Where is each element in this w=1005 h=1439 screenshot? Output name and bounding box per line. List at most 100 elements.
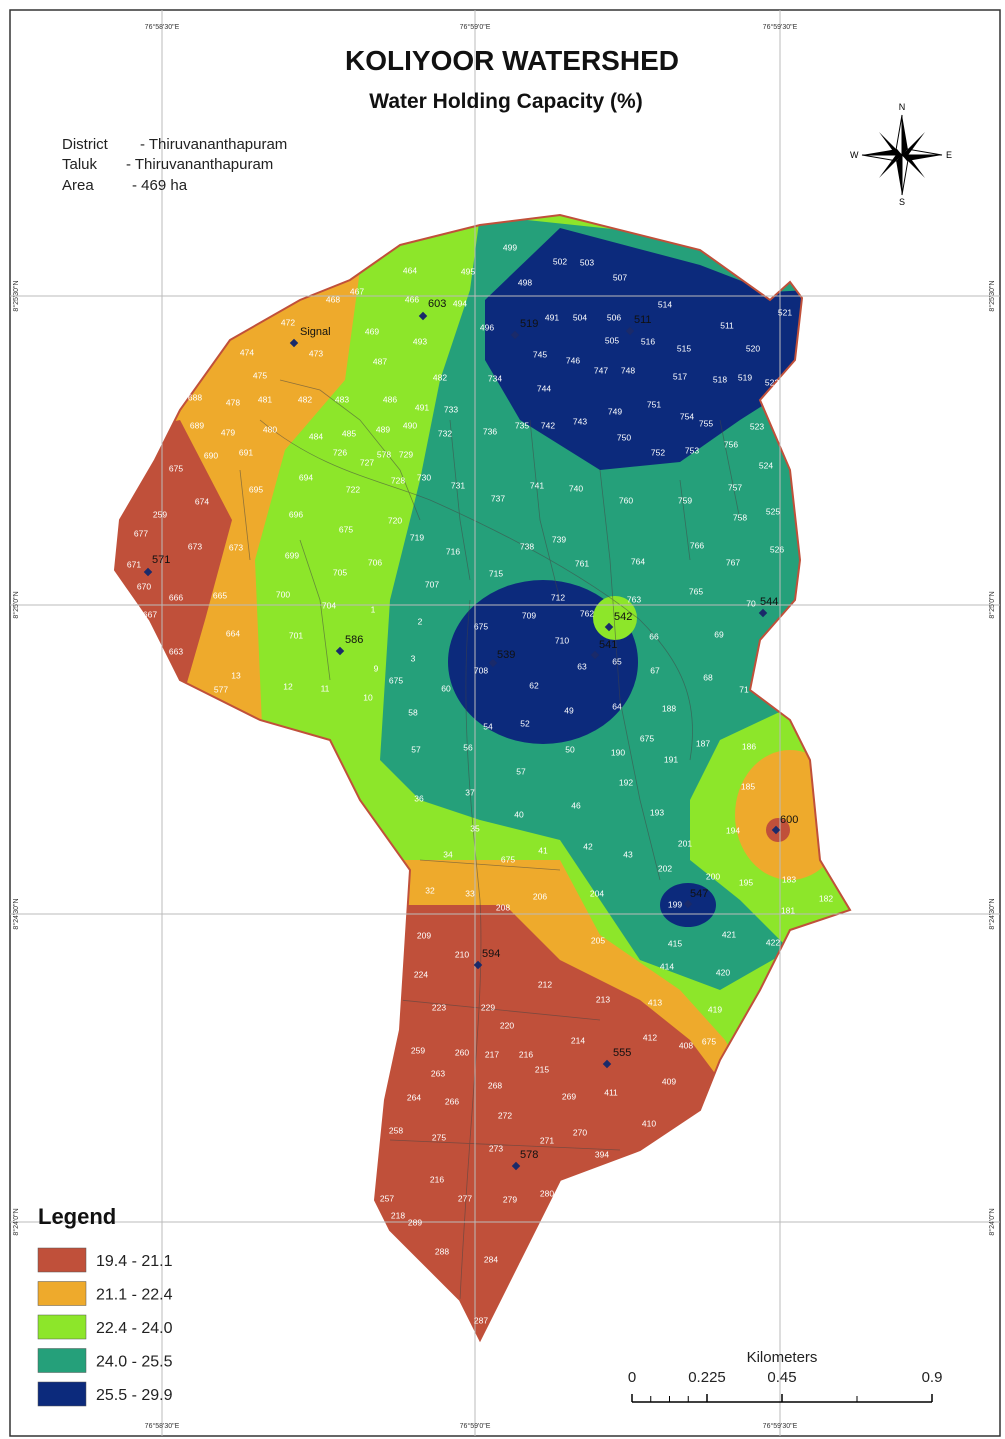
plot-number: 194 bbox=[726, 825, 740, 835]
plot-number: 185 bbox=[741, 781, 755, 791]
plot-number: 525 bbox=[766, 506, 780, 516]
plot-number: 216 bbox=[519, 1049, 533, 1059]
plot-number: 224 bbox=[414, 969, 428, 979]
plot-number: 186 bbox=[742, 741, 756, 751]
plot-number: 490 bbox=[403, 420, 417, 430]
point-label: 544 bbox=[760, 596, 778, 608]
plot-number: 519 bbox=[738, 372, 752, 382]
legend-swatch bbox=[38, 1248, 86, 1272]
plot-number: 663 bbox=[169, 646, 183, 656]
scale-tick-label: 0 bbox=[628, 1369, 636, 1386]
plot-number: 741 bbox=[530, 480, 544, 490]
plot-number: 491 bbox=[415, 402, 429, 412]
latitude-label: 8°25'30"N bbox=[988, 280, 996, 311]
plot-number: 758 bbox=[733, 512, 747, 522]
plot-number: 42 bbox=[583, 841, 593, 851]
plot-number: 756 bbox=[724, 439, 738, 449]
plot-number: 489 bbox=[376, 424, 390, 434]
plot-number: 675 bbox=[169, 463, 183, 473]
plot-number: 737 bbox=[491, 493, 505, 503]
point-label: 539 bbox=[497, 649, 515, 661]
plot-number: 478 bbox=[226, 397, 240, 407]
plot-number: 472 bbox=[281, 317, 295, 327]
plot-number: 480 bbox=[263, 424, 277, 434]
plot-number: 754 bbox=[680, 411, 694, 421]
plot-number: 742 bbox=[541, 420, 555, 430]
plot-number: 257 bbox=[380, 1193, 394, 1203]
plot-number: 473 bbox=[309, 348, 323, 358]
plot-number: 521 bbox=[778, 307, 792, 317]
plot-number: 67 bbox=[650, 665, 660, 675]
plot-number: 690 bbox=[204, 450, 218, 460]
plot-number: 412 bbox=[643, 1032, 657, 1042]
point-label: 519 bbox=[520, 318, 538, 330]
plot-number: 218 bbox=[391, 1210, 405, 1220]
plot-number: 753 bbox=[685, 445, 699, 455]
plot-number: 40 bbox=[514, 809, 524, 819]
plot-number: 205 bbox=[591, 935, 605, 945]
legend-swatch bbox=[38, 1349, 86, 1373]
plot-number: 217 bbox=[485, 1049, 499, 1059]
plot-number: 675 bbox=[501, 854, 515, 864]
plot-number: 670 bbox=[137, 581, 151, 591]
map-subtitle: Water Holding Capacity (%) bbox=[369, 90, 642, 113]
plot-number: 269 bbox=[562, 1091, 576, 1101]
plot-number: 761 bbox=[575, 558, 589, 568]
plot-number: 408 bbox=[679, 1040, 693, 1050]
plot-number: 667 bbox=[143, 609, 157, 619]
plot-number: 419 bbox=[708, 1004, 722, 1014]
plot-number: 524 bbox=[759, 460, 773, 470]
legend-title: Legend bbox=[38, 1204, 116, 1229]
plot-number: 213 bbox=[596, 994, 610, 1004]
plot-number: 484 bbox=[309, 431, 323, 441]
scale-unit: Kilometers bbox=[747, 1349, 818, 1366]
plot-number: 727 bbox=[360, 457, 374, 467]
plot-number: 505 bbox=[605, 335, 619, 345]
plot-number: 699 bbox=[285, 550, 299, 560]
legend-swatch bbox=[38, 1382, 86, 1406]
plot-number: 738 bbox=[520, 541, 534, 551]
plot-number: 744 bbox=[537, 383, 551, 393]
plot-number: 259 bbox=[411, 1045, 425, 1055]
plot-number: 3 bbox=[411, 653, 416, 663]
plot-number: 514 bbox=[658, 299, 672, 309]
plot-number: 13 bbox=[231, 670, 241, 680]
plot-number: 199 bbox=[668, 899, 682, 909]
plot-number: 511 bbox=[720, 320, 734, 330]
legend-label: 22.4 - 24.0 bbox=[96, 1320, 173, 1337]
plot-number: 749 bbox=[608, 406, 622, 416]
plot-number: 743 bbox=[573, 416, 587, 426]
latitude-label: 8°25'0"N bbox=[988, 591, 996, 618]
plot-number: 664 bbox=[226, 628, 240, 638]
point-label: 594 bbox=[482, 948, 500, 960]
plot-number: 71 bbox=[739, 684, 749, 694]
plot-number: 516 bbox=[641, 336, 655, 346]
plot-number: 277 bbox=[458, 1193, 472, 1203]
plot-number: 215 bbox=[535, 1064, 549, 1074]
plot-number: 62 bbox=[529, 680, 539, 690]
plot-number: 190 bbox=[611, 747, 625, 757]
plot-number: 188 bbox=[662, 703, 676, 713]
plot-number: 409 bbox=[662, 1076, 676, 1086]
plot-number: 705 bbox=[333, 567, 347, 577]
plot-number: 263 bbox=[431, 1068, 445, 1078]
plot-number: 731 bbox=[451, 480, 465, 490]
plot-number: 223 bbox=[432, 1002, 446, 1012]
plot-number: 193 bbox=[650, 807, 664, 817]
plot-number: 750 bbox=[617, 432, 631, 442]
plot-number: 517 bbox=[673, 371, 687, 381]
plot-number: 719 bbox=[410, 532, 424, 542]
plot-number: 494 bbox=[453, 298, 467, 308]
plot-number: 502 bbox=[553, 256, 567, 266]
longitude-label: 76°58'30"E bbox=[145, 23, 180, 31]
plot-number: 496 bbox=[480, 322, 494, 332]
plot-number: 469 bbox=[365, 326, 379, 336]
plot-number: 33 bbox=[465, 888, 475, 898]
plot-number: 487 bbox=[373, 356, 387, 366]
legend-swatch bbox=[38, 1315, 86, 1339]
plot-number: 504 bbox=[573, 312, 587, 322]
plot-number: 522 bbox=[765, 377, 779, 387]
plot-number: 474 bbox=[240, 347, 254, 357]
plot-number: 523 bbox=[750, 421, 764, 431]
plot-number: 747 bbox=[594, 365, 608, 375]
